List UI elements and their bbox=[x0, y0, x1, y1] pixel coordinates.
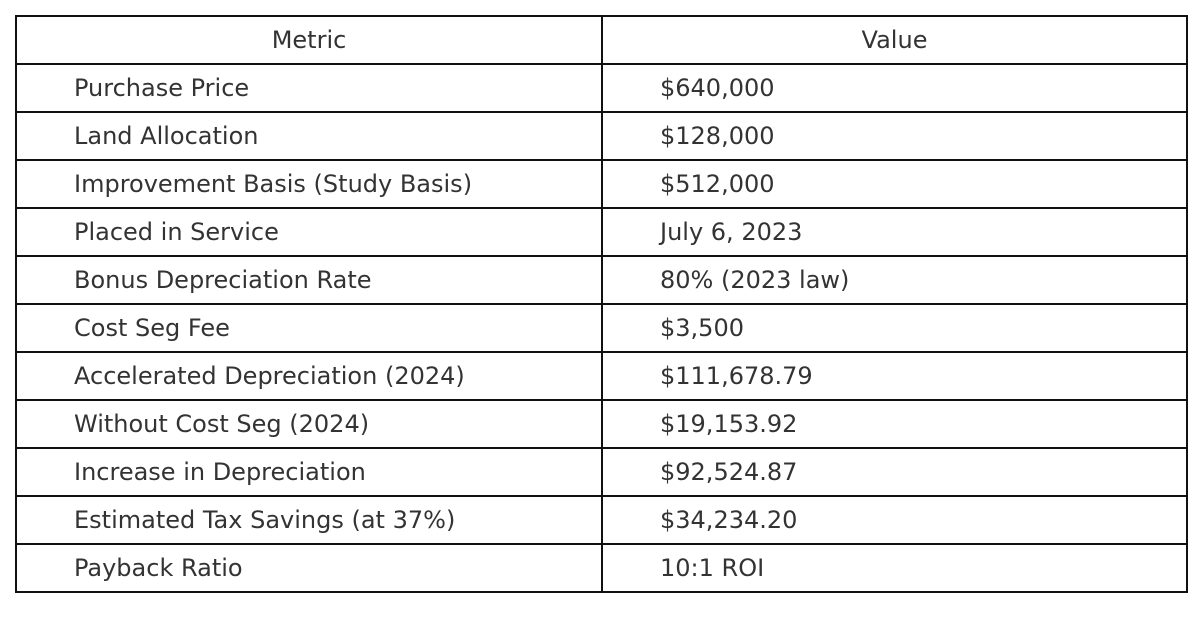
table-row: Improvement Basis (Study Basis) $512,000 bbox=[15, 159, 1188, 209]
value-cell: $19,153.92 bbox=[601, 399, 1188, 449]
value-cell: $3,500 bbox=[601, 303, 1188, 353]
value-cell: 10:1 ROI bbox=[601, 543, 1188, 593]
metric-cell: Bonus Depreciation Rate bbox=[15, 255, 603, 305]
value-cell: $128,000 bbox=[601, 111, 1188, 161]
metric-cell: Cost Seg Fee bbox=[15, 303, 603, 353]
metric-cell: Placed in Service bbox=[15, 207, 603, 257]
table-row: Land Allocation $128,000 bbox=[15, 111, 1188, 161]
metrics-table: Metric Value Purchase Price $640,000 Lan… bbox=[15, 15, 1188, 593]
metric-cell: Improvement Basis (Study Basis) bbox=[15, 159, 603, 209]
value-cell: 80% (2023 law) bbox=[601, 255, 1188, 305]
table-row: Placed in Service July 6, 2023 bbox=[15, 207, 1188, 257]
column-header-metric: Metric bbox=[15, 15, 603, 65]
metric-cell: Estimated Tax Savings (at 37%) bbox=[15, 495, 603, 545]
table-row: Cost Seg Fee $3,500 bbox=[15, 303, 1188, 353]
value-cell: $111,678.79 bbox=[601, 351, 1188, 401]
table-row: Estimated Tax Savings (at 37%) $34,234.2… bbox=[15, 495, 1188, 545]
metric-cell: Without Cost Seg (2024) bbox=[15, 399, 603, 449]
metric-cell: Increase in Depreciation bbox=[15, 447, 603, 497]
table-row: Without Cost Seg (2024) $19,153.92 bbox=[15, 399, 1188, 449]
table-row: Bonus Depreciation Rate 80% (2023 law) bbox=[15, 255, 1188, 305]
value-cell: July 6, 2023 bbox=[601, 207, 1188, 257]
metric-cell: Payback Ratio bbox=[15, 543, 603, 593]
table-row: Payback Ratio 10:1 ROI bbox=[15, 543, 1188, 593]
metric-cell: Accelerated Depreciation (2024) bbox=[15, 351, 603, 401]
column-header-value: Value bbox=[601, 15, 1188, 65]
metric-cell: Land Allocation bbox=[15, 111, 603, 161]
table-row: Accelerated Depreciation (2024) $111,678… bbox=[15, 351, 1188, 401]
table-row: Purchase Price $640,000 bbox=[15, 63, 1188, 113]
value-cell: $640,000 bbox=[601, 63, 1188, 113]
value-cell: $92,524.87 bbox=[601, 447, 1188, 497]
metrics-table-container: Metric Value Purchase Price $640,000 Lan… bbox=[15, 15, 1188, 593]
value-cell: $34,234.20 bbox=[601, 495, 1188, 545]
table-row: Increase in Depreciation $92,524.87 bbox=[15, 447, 1188, 497]
value-cell: $512,000 bbox=[601, 159, 1188, 209]
table-header-row: Metric Value bbox=[15, 15, 1188, 65]
metric-cell: Purchase Price bbox=[15, 63, 603, 113]
